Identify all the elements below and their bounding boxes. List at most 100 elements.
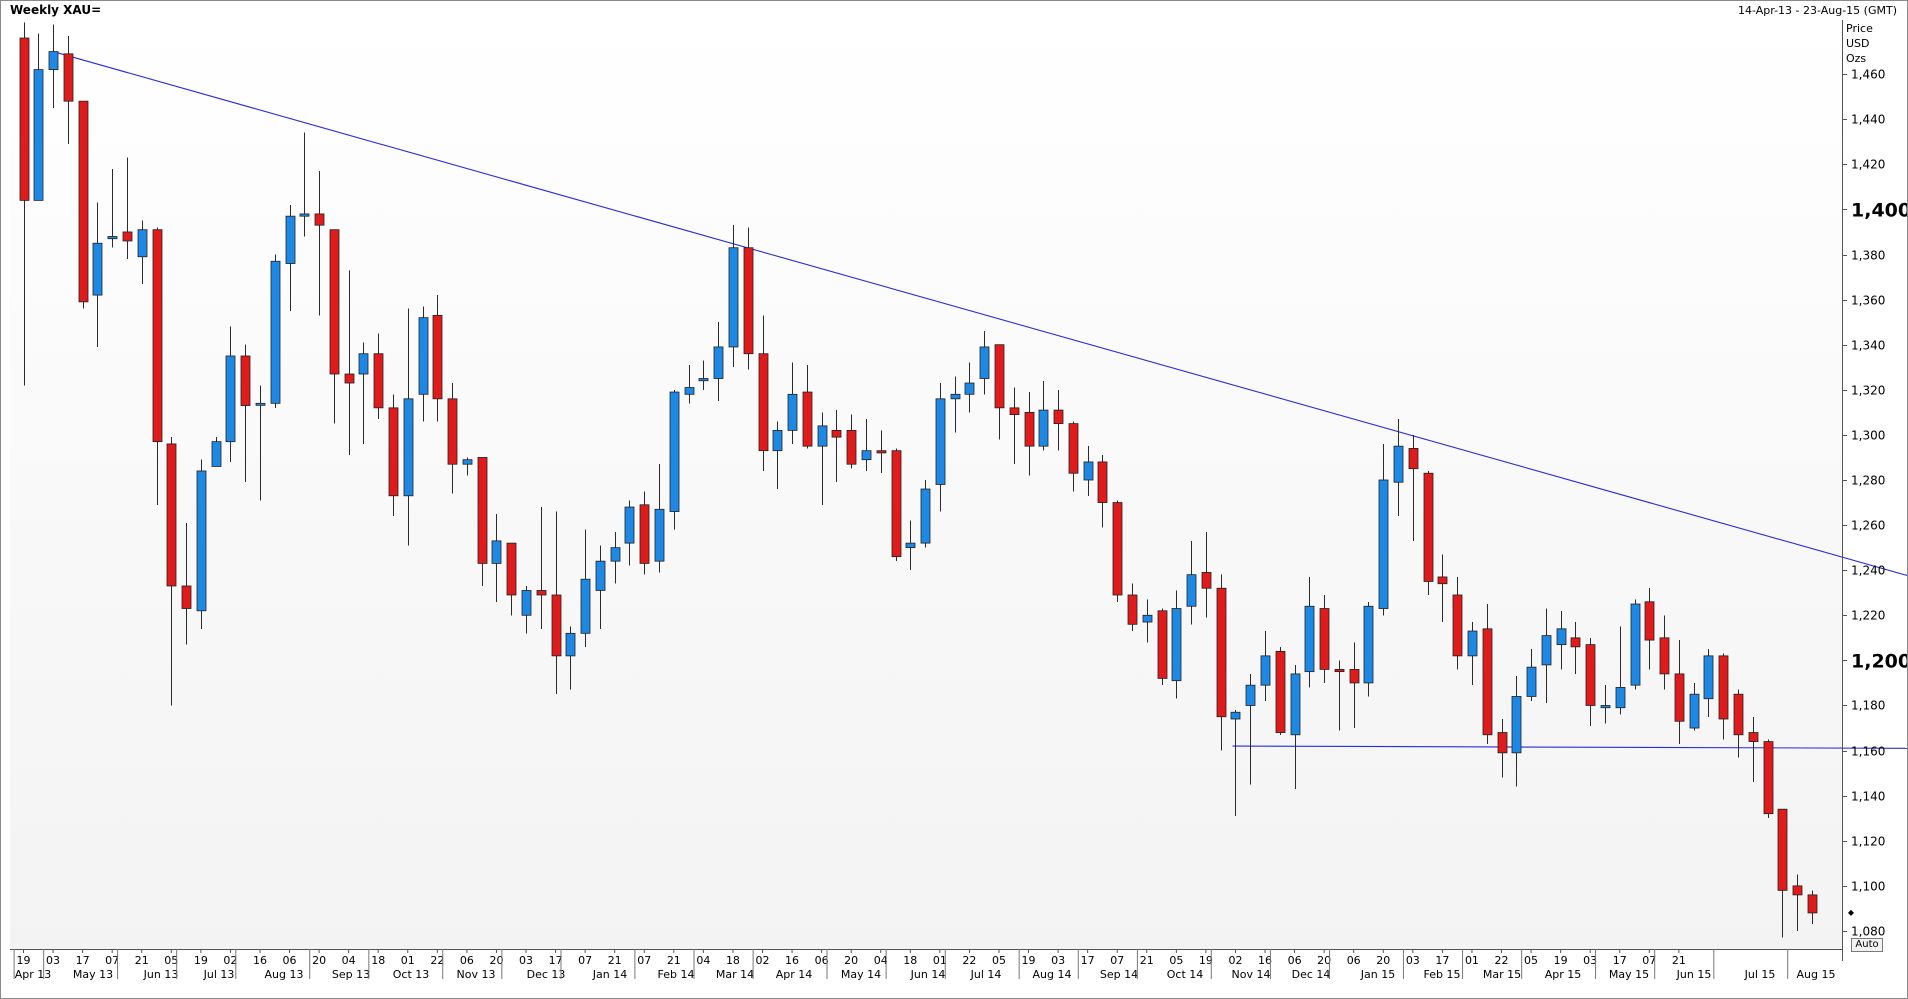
y-tick-label: 1,340: [1851, 339, 1885, 353]
candle-body: [92, 242, 103, 296]
candle: [1083, 446, 1094, 496]
candle-body: [506, 542, 517, 596]
x-day-label: 22: [1495, 954, 1509, 967]
candle-body: [565, 632, 576, 657]
y-tick-label: 1,380: [1851, 249, 1885, 263]
candle: [137, 220, 148, 284]
candle-body: [432, 314, 443, 400]
x-day-label: 07: [105, 954, 119, 967]
x-day-label: 19: [194, 954, 208, 967]
candle: [1689, 682, 1700, 731]
x-day-label: 17: [549, 954, 563, 967]
candle: [1290, 664, 1301, 789]
candle-body: [610, 547, 621, 562]
candle: [1615, 626, 1626, 715]
candle: [1201, 531, 1212, 618]
candle-body: [137, 229, 148, 258]
candle: [181, 522, 192, 645]
candle-body: [669, 391, 680, 512]
candle: [1038, 380, 1049, 451]
x-day-label: 02: [756, 954, 770, 967]
candle-body: [1511, 696, 1522, 754]
candle-body: [684, 387, 695, 395]
candle-body: [1777, 808, 1788, 891]
candle: [876, 430, 887, 474]
support-line: [1232, 745, 1907, 749]
candle-body: [876, 450, 887, 454]
x-day-label: 01: [933, 954, 947, 967]
candle: [831, 410, 842, 483]
candle: [1319, 594, 1330, 683]
candle-body: [1659, 637, 1670, 675]
candle: [1216, 574, 1227, 751]
x-day-label: 21: [667, 954, 681, 967]
y-tick-label: 1,140: [1851, 790, 1885, 804]
candle-body: [817, 425, 828, 447]
x-month-label: Jul 13: [203, 968, 235, 981]
candle-body: [1290, 673, 1301, 736]
candle: [1570, 622, 1581, 674]
candle-body: [1763, 741, 1774, 815]
candle-body: [758, 353, 769, 452]
candle: [994, 344, 1005, 440]
x-month-label: May 15: [1609, 968, 1649, 981]
x-day-label: 05: [1169, 954, 1183, 967]
candle-body: [580, 578, 591, 634]
candle: [905, 520, 916, 571]
candle-body: [181, 585, 192, 609]
x-month-label: Aug 13: [265, 968, 304, 981]
x-day-label: 16: [785, 954, 799, 967]
x-day-label: 20: [489, 954, 503, 967]
x-day-label: 04: [342, 954, 356, 967]
candle: [92, 202, 103, 347]
chart-title: Weekly XAU=: [10, 3, 102, 17]
candle-body: [1718, 655, 1729, 720]
x-month-label: Mar 15: [1483, 968, 1521, 981]
candle-body: [1408, 448, 1419, 470]
candle: [107, 168, 118, 248]
x-day-label: 06: [460, 954, 474, 967]
x-day-label: 19: [1199, 954, 1213, 967]
candle: [1349, 642, 1360, 729]
candle-body: [1689, 693, 1700, 729]
candle-body: [964, 382, 975, 395]
candle-body: [979, 346, 990, 379]
candle: [1748, 716, 1759, 783]
candle-body: [1615, 687, 1626, 709]
candle-body: [905, 542, 916, 549]
x-day-label: 07: [637, 954, 651, 967]
candle-body: [1570, 637, 1581, 648]
candle: [580, 529, 591, 647]
candle-body: [1127, 594, 1138, 625]
candle-body: [373, 353, 384, 409]
candle: [758, 315, 769, 471]
candle-body: [787, 393, 798, 431]
axes: 1,080 1,100 1,120 1,140 1,160 1,180 1,200 1,220…: [10, 20, 1907, 981]
x-month-label: Jan 15: [1360, 968, 1395, 981]
candle-body: [1703, 655, 1714, 700]
x-day-label: 01: [401, 954, 415, 967]
candle-body: [1009, 407, 1020, 415]
candle: [728, 225, 739, 368]
x-day-label: 21: [608, 954, 622, 967]
candle-body: [1053, 409, 1064, 425]
candle-body: [1230, 711, 1241, 720]
candle-body: [1807, 894, 1818, 914]
candle: [1009, 387, 1020, 465]
candle: [1497, 719, 1508, 778]
candle-body: [477, 457, 488, 564]
candle: [1142, 599, 1153, 643]
candle-body: [536, 590, 547, 596]
candle-body: [19, 37, 30, 201]
x-day-label: 20: [312, 954, 326, 967]
x-day-label: 18: [903, 954, 917, 967]
x-month-label: Feb 14: [658, 968, 695, 981]
x-month-label: Jun 13: [143, 968, 179, 981]
candle: [255, 385, 266, 501]
x-day-label: 04: [874, 954, 888, 967]
candle-body: [1748, 732, 1759, 742]
auto-scale-button[interactable]: Auto: [1851, 938, 1883, 952]
candle: [1423, 470, 1434, 595]
candle: [1585, 637, 1596, 726]
